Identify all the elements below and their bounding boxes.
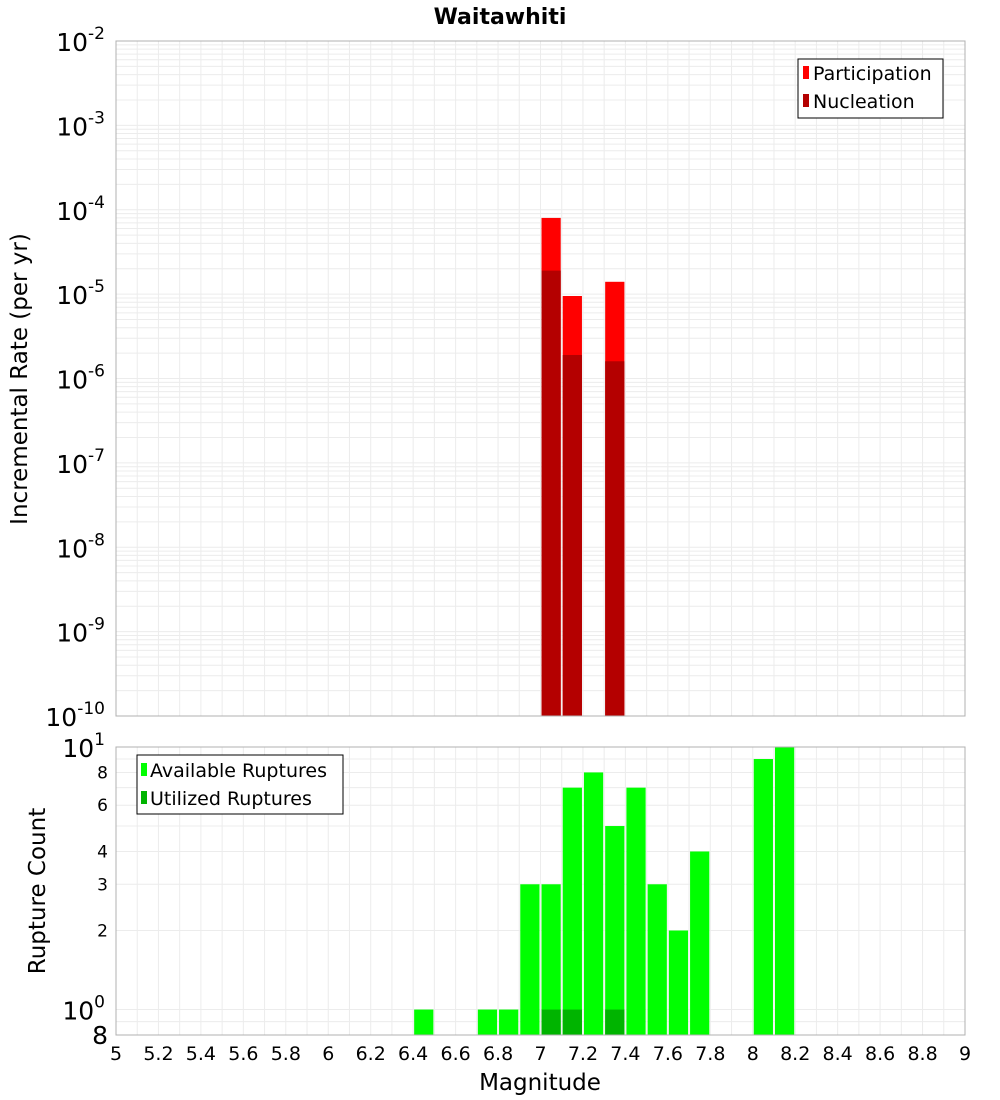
bar-utilized-ruptures xyxy=(541,1009,561,1035)
y-tick-label: 10-4 xyxy=(56,193,105,226)
x-tick-label: 5 xyxy=(110,1043,122,1065)
x-tick-label: 7.8 xyxy=(695,1043,725,1065)
x-tick-label: 9 xyxy=(959,1043,971,1065)
legend-label-nucleation: Nucleation xyxy=(813,91,915,113)
bar-available-ruptures xyxy=(477,1009,498,1035)
y-tick-label: 6 xyxy=(97,796,108,816)
x-axis-label: Magnitude xyxy=(479,1070,601,1096)
bar-utilized-ruptures xyxy=(605,1009,625,1035)
bar-available-ruptures xyxy=(690,851,710,1035)
bar-available-ruptures xyxy=(605,826,625,1035)
bottom-y-axis-label: Rupture Count xyxy=(25,808,51,974)
y-tick-label: 3 xyxy=(97,875,108,895)
x-tick-label: 8.8 xyxy=(907,1043,937,1065)
bar-available-ruptures xyxy=(499,1009,519,1035)
top-panel: 10-2 10-3 10-4 10-5 10-6 10-7 10-8 10-9 10-10 In… xyxy=(7,24,966,732)
bar-nucleation xyxy=(605,361,625,716)
y-tick-label: 100 xyxy=(62,993,105,1026)
y-tick-label: 10-8 xyxy=(56,530,105,563)
legend-swatch-utilized-ruptures xyxy=(141,791,147,804)
x-tick-label: 7.6 xyxy=(653,1043,683,1065)
y-tick-label: 8 xyxy=(92,1021,108,1050)
legend-label-participation: Participation xyxy=(813,63,932,85)
bar-nucleation xyxy=(541,270,561,716)
top-y-axis-label: Incremental Rate (per yr) xyxy=(7,233,33,525)
legend-swatch-participation xyxy=(803,66,809,79)
x-tick-label: 8.2 xyxy=(780,1043,810,1065)
bottom-bars xyxy=(414,747,795,1035)
x-tick-label: 8 xyxy=(747,1043,759,1065)
bottom-legend-box xyxy=(136,754,344,815)
chart-title: Waitawhiti xyxy=(434,5,567,30)
bar-available-ruptures xyxy=(668,930,689,1035)
x-tick-label: 8.4 xyxy=(823,1043,853,1065)
legend-label-available-ruptures: Available Ruptures xyxy=(150,760,327,782)
top-legend-box xyxy=(797,58,944,119)
bar-available-ruptures xyxy=(583,772,604,1035)
x-tick-label: 5.8 xyxy=(271,1043,301,1065)
top-y-tick-labels: 10-2 10-3 10-4 10-5 10-6 10-7 10-8 10-9 10-10 xyxy=(45,24,105,732)
bar-available-ruptures xyxy=(774,747,795,1035)
bottom-plot-frame xyxy=(115,746,966,1036)
y-tick-label: 10-9 xyxy=(56,615,105,648)
x-tick-label: 7 xyxy=(534,1043,546,1065)
x-tick-label: 6.6 xyxy=(440,1043,470,1065)
y-tick-label: 10-5 xyxy=(56,277,105,310)
x-tick-label: 6.8 xyxy=(483,1043,513,1065)
y-tick-label: 10-6 xyxy=(56,362,105,395)
legend-swatch-nucleation xyxy=(803,94,809,107)
bar-available-ruptures xyxy=(414,1009,434,1035)
top-bars xyxy=(541,217,625,716)
bar-available-ruptures xyxy=(541,884,561,1035)
bar-nucleation xyxy=(562,354,582,716)
bar-available-ruptures xyxy=(520,884,540,1035)
x-tick-label: 7.2 xyxy=(568,1043,598,1065)
y-tick-label: 2 xyxy=(97,922,108,942)
x-tick-label: 6 xyxy=(322,1043,334,1065)
x-tick-label: 5.4 xyxy=(186,1043,216,1065)
x-tick-label: 6.4 xyxy=(398,1043,428,1065)
legend-swatch-available-ruptures xyxy=(141,763,147,776)
bar-available-ruptures xyxy=(753,759,773,1035)
top-plot-frame xyxy=(115,40,966,717)
x-tick-labels: 5 5.2 5.4 5.6 5.8 6 6.2 6.4 6.6 6.8 7 7.2 7.4 7.6 7.8 8… xyxy=(110,1043,971,1065)
x-tick-label: 7.4 xyxy=(610,1043,640,1065)
y-tick-label: 10-7 xyxy=(56,446,105,479)
bar-available-ruptures xyxy=(626,787,646,1035)
y-tick-label: 4 xyxy=(97,842,108,862)
y-tick-label: 101 xyxy=(62,730,105,763)
x-tick-label: 5.6 xyxy=(228,1043,258,1065)
x-tick-label: 5.2 xyxy=(143,1043,173,1065)
y-tick-label: 10-2 xyxy=(56,24,105,57)
bottom-legend: Available Ruptures Utilized Ruptures xyxy=(136,754,344,815)
bar-utilized-ruptures xyxy=(562,1009,582,1035)
bar-available-ruptures xyxy=(647,884,667,1035)
x-tick-label: 6.2 xyxy=(356,1043,386,1065)
top-legend: Participation Nucleation xyxy=(797,58,944,119)
top-grid xyxy=(115,41,966,717)
x-tick-label: 8.6 xyxy=(865,1043,895,1065)
bar-available-ruptures xyxy=(562,787,582,1035)
y-tick-label: 8 xyxy=(97,763,108,783)
y-tick-label: 10-3 xyxy=(56,108,105,141)
y-tick-label: 10-10 xyxy=(45,699,105,732)
legend-label-utilized-ruptures: Utilized Ruptures xyxy=(150,788,312,810)
